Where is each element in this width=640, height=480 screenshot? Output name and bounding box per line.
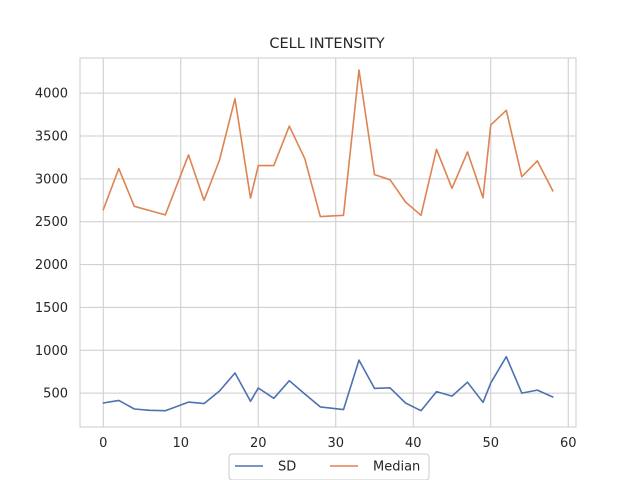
x-tick-label: 10 bbox=[172, 436, 189, 451]
y-tick-label: 500 bbox=[43, 387, 68, 402]
series-line-median bbox=[102, 69, 554, 218]
x-tick-label: 20 bbox=[250, 436, 267, 451]
y-tick-label: 3500 bbox=[35, 130, 68, 145]
legend-label-median: Median bbox=[373, 460, 420, 475]
x-tick-label: 60 bbox=[560, 436, 577, 451]
y-tick-label: 1000 bbox=[35, 344, 68, 359]
series-line-sd bbox=[102, 355, 554, 412]
plot-frame bbox=[79, 57, 577, 428]
y-tick-label: 2000 bbox=[35, 258, 68, 273]
legend-box bbox=[228, 453, 430, 480]
chart-title: CELL INTENSITY bbox=[269, 36, 384, 52]
x-tick-label: 0 bbox=[99, 436, 107, 451]
y-tick-label: 2500 bbox=[35, 215, 68, 230]
tick-labels: 0 10 20 30 40 50 60 500 1000 1500 2000 2500 3000 3500… bbox=[35, 87, 577, 451]
y-tick-label: 1500 bbox=[35, 301, 68, 316]
legend-label-sd: SD bbox=[278, 460, 296, 475]
x-tick-label: 30 bbox=[327, 436, 344, 451]
x-tick-label: 40 bbox=[405, 436, 422, 451]
legend: SD Median bbox=[228, 453, 430, 480]
y-tick-label: 3000 bbox=[35, 172, 68, 187]
y-tick-label: 4000 bbox=[35, 87, 68, 102]
grid-lines bbox=[80, 58, 576, 427]
series-lines bbox=[102, 69, 554, 412]
x-tick-label: 50 bbox=[482, 436, 499, 451]
